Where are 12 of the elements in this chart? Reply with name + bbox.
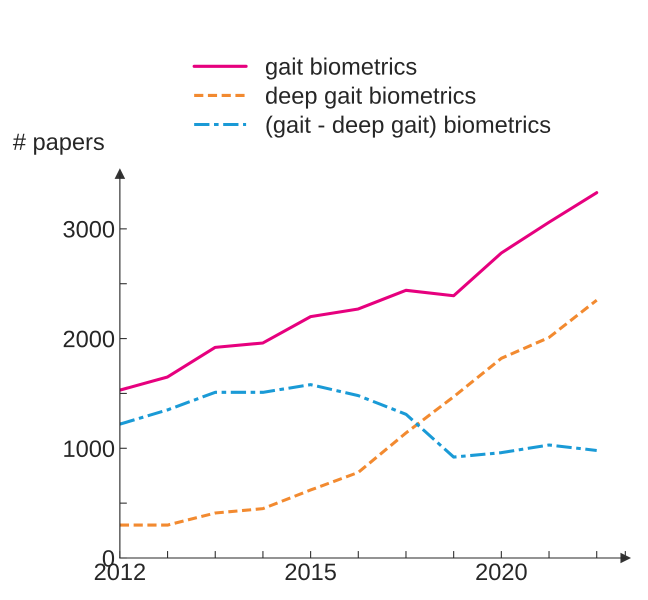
y-axis-title: # papers (12, 134, 104, 155)
line-series (120, 191, 598, 392)
legend-label: deep gait biometrics (266, 86, 476, 109)
line-series (120, 383, 598, 459)
x-tick-label: 2015 (286, 563, 336, 580)
legend-label: (gait - deep gait) biometrics (266, 116, 550, 138)
y-tick-label: 1000 (64, 440, 114, 458)
line-series (120, 298, 598, 527)
legend-label: gait biometrics (266, 57, 416, 80)
y-tick-label: 2000 (64, 330, 114, 348)
y-tick-label: 3000 (63, 220, 114, 238)
x-tick-label: 2020 (476, 563, 527, 580)
